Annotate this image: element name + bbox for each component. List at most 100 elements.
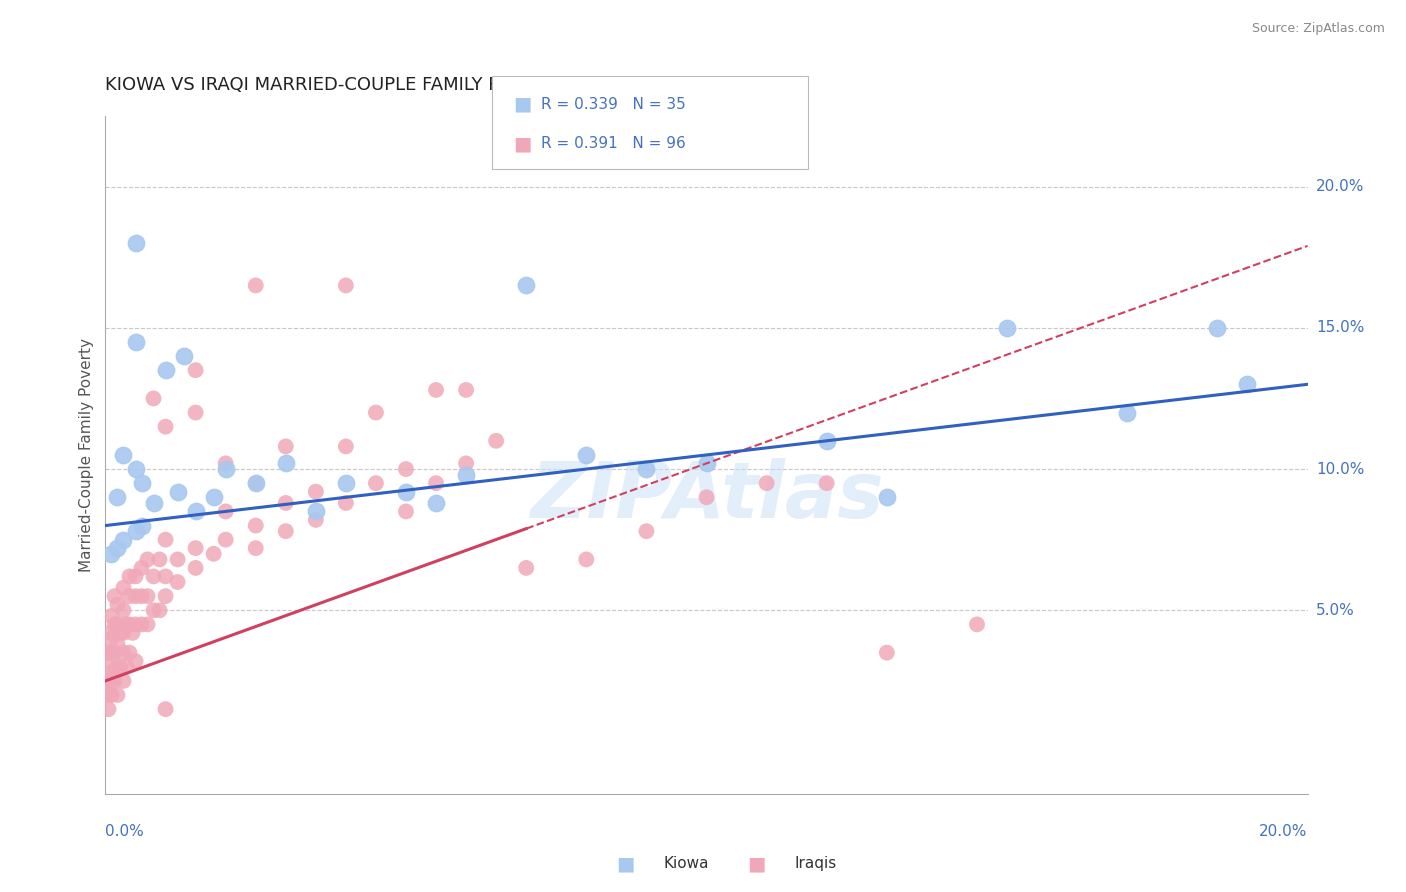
Point [112,581,135,595]
Point [1116,406,1139,420]
Point [335,278,357,293]
Point [124,236,146,251]
Point [107,541,129,555]
Text: 10.0%: 10.0% [1316,461,1364,476]
Point [118,646,141,660]
Point [131,561,153,575]
Point [166,575,188,590]
Point [142,569,165,583]
Text: KIOWA VS IRAQI MARRIED-COUPLE FAMILY POVERTY CORRELATION CHART: KIOWA VS IRAQI MARRIED-COUPLE FAMILY POV… [105,76,770,94]
Y-axis label: Married-Couple Family Poverty: Married-Couple Family Poverty [79,338,94,572]
Point [184,363,207,377]
Point [184,406,207,420]
Text: ■: ■ [747,854,766,873]
Text: 15.0%: 15.0% [1316,320,1364,335]
Point [131,518,153,533]
Point [98,646,121,660]
Point [515,278,537,293]
Point [131,589,153,603]
Point [456,467,478,482]
Point [97,673,120,688]
Point [456,383,478,397]
Point [100,547,122,561]
Point [245,476,267,491]
Text: 0.0%: 0.0% [105,824,145,839]
Point [124,462,146,476]
Point [274,440,297,454]
Point [107,637,129,651]
Point [155,589,177,603]
Point [121,626,143,640]
Point [115,660,138,674]
Point [995,321,1018,335]
Point [305,484,328,499]
Point [112,603,135,617]
Point [966,617,988,632]
Point [112,673,135,688]
Point [395,484,418,499]
Point [166,484,188,499]
Point [202,547,225,561]
Point [166,552,188,566]
Point [107,617,129,632]
Point [107,491,129,505]
Point [214,457,236,471]
Text: R = 0.391   N = 96: R = 0.391 N = 96 [541,136,686,152]
Point [148,552,170,566]
Point [107,660,129,674]
Point [245,476,267,491]
Point [124,617,146,632]
Point [124,569,146,583]
Point [103,589,125,603]
Point [142,496,165,510]
Point [755,476,778,491]
Point [131,476,153,491]
Point [202,491,225,505]
Point [876,491,898,505]
Point [103,646,125,660]
Point [395,504,418,518]
Point [184,561,207,575]
Point [425,383,447,397]
Text: ■: ■ [513,95,531,113]
Point [142,392,165,406]
Point [98,626,121,640]
Point [274,496,297,510]
Point [97,646,120,660]
Point [136,552,159,566]
Point [214,504,236,518]
Point [107,598,129,612]
Point [97,702,120,716]
Point [364,406,387,420]
Point [131,617,153,632]
Point [425,496,447,510]
Point [98,688,121,702]
Point [124,524,146,539]
Point [124,334,146,349]
Point [118,617,141,632]
Point [274,524,297,539]
Point [107,688,129,702]
Point [103,673,125,688]
Point [395,462,418,476]
Point [155,419,177,434]
Point [155,702,177,716]
Point [515,561,537,575]
Point [100,609,122,624]
Text: Kiowa: Kiowa [664,856,709,871]
Point [876,646,898,660]
Point [112,448,135,462]
Point [456,457,478,471]
Point [245,278,267,293]
Point [103,617,125,632]
Point [184,504,207,518]
Point [100,632,122,646]
Point [155,363,177,377]
Point [245,518,267,533]
Point [815,434,838,448]
Point [485,434,508,448]
Point [274,457,297,471]
Point [1206,321,1229,335]
Point [110,660,132,674]
Point [425,476,447,491]
